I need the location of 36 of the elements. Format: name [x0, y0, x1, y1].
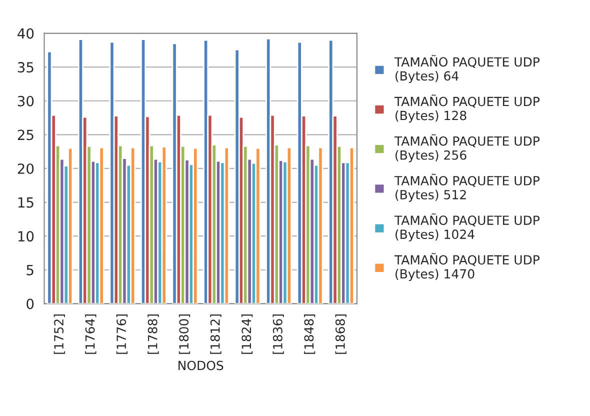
bar [98, 146, 104, 304]
bar [68, 148, 74, 304]
x-tick-label: [1812] [210, 314, 222, 354]
x-axis-title: NODOS [178, 360, 224, 370]
bar [130, 146, 136, 304]
x-tick-label: [1836] [272, 314, 284, 354]
y-tick-label: 10 [18, 231, 34, 242]
legend-label: TAMAÑO PAQUETE UDP (Bytes) 1470 [394, 252, 540, 282]
y-tick-label: 30 [18, 96, 34, 106]
bar [318, 146, 324, 304]
bar [348, 146, 355, 304]
x-tick-label: [1776] [116, 314, 128, 354]
x-tick-label: [1848] [304, 314, 316, 354]
bar [224, 146, 230, 304]
x-tick-label: [1868] [335, 314, 346, 354]
bar [255, 148, 261, 304]
bar [161, 146, 167, 304]
y-tick-label: 0 [26, 298, 34, 310]
y-tick-label: 25 [18, 130, 34, 140]
x-tick-label: [1824] [241, 314, 253, 354]
legend-label: TAMAÑO PAQUETE UDP (Bytes) 64 [394, 54, 540, 84]
y-tick-label: 15 [18, 197, 34, 208]
x-tick-label: [1752] [54, 314, 65, 354]
legend-label: TAMAÑO PAQUETE UDP (Bytes) 128 [394, 94, 540, 123]
bar [192, 148, 198, 304]
y-tick-label: 5 [26, 265, 34, 276]
y-tick-label: 40 [18, 28, 34, 39]
legend-label: TAMAÑO PAQUETE UDP (Bytes) 512 [394, 174, 540, 202]
x-tick-label: [1800] [178, 314, 190, 354]
legend-label: TAMAÑO PAQUETE UDP (Bytes) 256 [394, 134, 540, 162]
y-tick-label: 35 [18, 62, 34, 73]
bar [286, 146, 292, 304]
x-tick-label: [1764] [85, 314, 96, 354]
y-tick-label: 20 [18, 163, 34, 174]
x-tick-label: [1788] [148, 314, 159, 354]
legend-label: TAMAÑO PAQUETE UDP (Bytes) 1024 [394, 213, 540, 242]
